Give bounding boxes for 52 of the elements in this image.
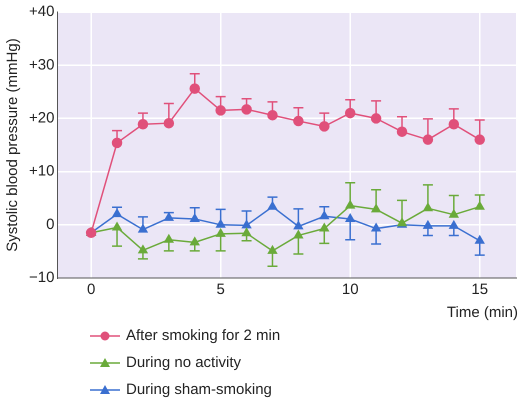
x-tick-label: 10 <box>342 281 359 298</box>
point <box>319 121 330 132</box>
legend-label: During no activity <box>126 354 242 371</box>
y-tick-label: +10 <box>28 162 54 180</box>
point <box>474 134 485 145</box>
y-tick-label: +40 <box>28 3 54 20</box>
x-axis-title: Time (min) <box>446 304 518 322</box>
legend-label: After smoking for 2 min <box>126 327 280 344</box>
x-tick-label: 15 <box>471 281 488 298</box>
point <box>242 220 252 228</box>
y-tick-label: −10 <box>28 269 54 286</box>
point <box>241 104 252 115</box>
point <box>475 236 484 244</box>
y-axis-title: Systolic blood pressure (mmHg) <box>4 38 22 252</box>
y-tick-label: +20 <box>28 110 54 127</box>
point <box>138 119 148 130</box>
point <box>242 228 252 236</box>
point <box>422 134 434 145</box>
point <box>216 228 226 237</box>
y-tick-label: 0 <box>46 216 54 233</box>
point <box>423 220 433 229</box>
point <box>267 110 278 120</box>
point <box>449 220 458 229</box>
x-tick-label: 5 <box>216 281 225 298</box>
point <box>294 230 304 238</box>
point <box>344 108 356 118</box>
point <box>86 228 96 238</box>
point <box>371 204 381 212</box>
point <box>346 214 355 222</box>
point <box>112 222 122 230</box>
point <box>190 83 200 94</box>
point <box>423 203 433 212</box>
y-tick-label: +30 <box>28 56 54 74</box>
point <box>215 105 226 116</box>
point <box>164 118 174 128</box>
point <box>293 116 304 126</box>
point <box>371 223 381 232</box>
point <box>268 246 278 254</box>
point <box>370 113 382 124</box>
point <box>190 237 200 246</box>
point <box>448 119 460 130</box>
point <box>320 223 329 232</box>
point <box>216 220 226 228</box>
legend-label: During sham-smoking <box>126 381 272 398</box>
point <box>396 126 408 137</box>
point <box>112 138 122 148</box>
point <box>294 221 304 230</box>
point <box>138 245 148 254</box>
point <box>320 211 329 220</box>
x-tick-label: 0 <box>86 281 96 298</box>
point <box>190 214 200 222</box>
point <box>164 234 174 243</box>
